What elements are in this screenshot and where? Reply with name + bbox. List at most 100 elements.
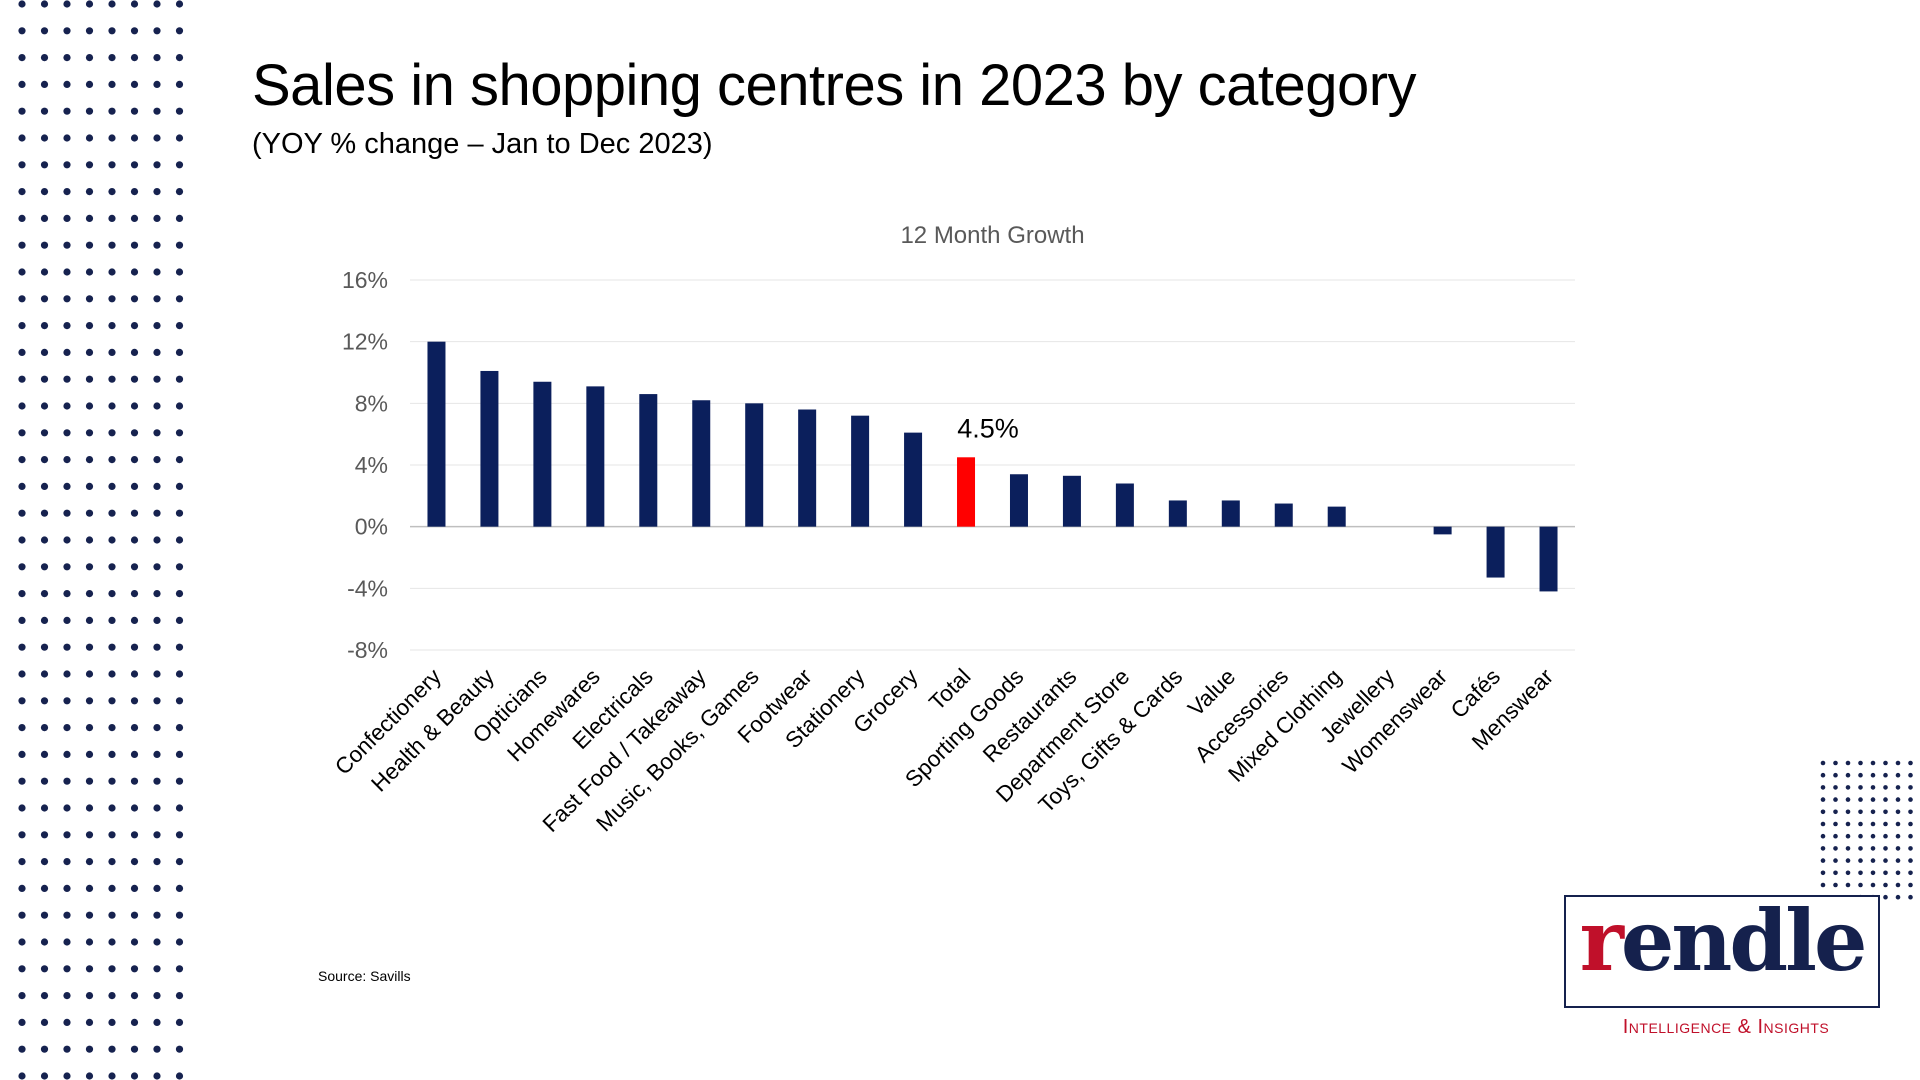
decor-dot [1858,846,1863,851]
decor-dot [153,27,161,35]
decor-dot [18,938,26,946]
decor-dot [130,643,139,651]
decor-dot [18,241,26,249]
decor-dot [108,402,116,410]
decor-dot [153,911,161,919]
bar-chart: 12 Month Growth16%12%8%4%0%-4%-8%Confect… [330,222,1575,837]
decor-dot [1845,809,1851,815]
bar [692,400,711,527]
decor-dot [1858,772,1863,778]
decor-dot [1870,858,1876,863]
decor-dot [18,134,26,142]
decor-dot [153,268,161,276]
decor-dot [40,804,49,812]
decor-dot [18,1072,26,1080]
decor-dot [108,804,116,812]
decor-dot [108,295,116,303]
decor-dot [175,697,184,705]
decor-dot [63,724,71,732]
decor-dot [85,992,94,1000]
decor-dot [1895,797,1901,802]
decor-dot [85,80,94,88]
decor-dot [153,402,161,410]
decor-dot [1845,858,1851,863]
decor-dot [85,938,94,946]
decor-dot [175,429,184,437]
decor-dot [85,429,94,437]
decor-dot [18,590,26,598]
decor-dot [40,54,49,62]
decor-dot [1883,809,1888,815]
decor-dot [153,831,161,839]
decor-dot [130,938,139,946]
decor-dot [63,107,71,115]
decor-dot [108,107,116,115]
decor-dot [40,536,49,544]
decor-dot [130,724,139,732]
decor-dot [1895,894,1901,900]
decor-dot [1820,821,1826,827]
decor-dot [130,563,139,571]
decor-dot [63,188,71,196]
decor-dot [130,188,139,196]
y-tick-label: -4% [347,575,388,601]
decor-dot [40,777,49,785]
rendle-logo: rendle [1564,891,1880,1008]
decor-dot [40,992,49,1000]
decor-dot [108,0,116,8]
decor-dot [85,161,94,169]
decor-dot [63,80,71,88]
decor-dot [153,429,161,437]
decor-dot [40,214,49,222]
decor-dot [1833,882,1838,888]
decor-dot [18,858,26,866]
bar [480,370,499,527]
decor-dot [63,884,71,893]
decor-dot [108,884,116,893]
decor-dot [153,965,161,973]
decor-dot [18,670,26,678]
decor-dot [63,1045,71,1053]
decor-dot [63,429,71,437]
decor-dot [63,27,71,35]
decor-dot [153,670,161,678]
chart-title: 12 Month Growth [900,222,1084,249]
decor-dot [108,858,116,866]
decor-dot [40,0,49,8]
decor-dot [63,322,71,330]
decor-dot [85,616,94,625]
decor-dot [63,616,71,625]
decor-dot [85,724,94,732]
decor-dot [40,1072,49,1080]
decor-dot [130,831,139,839]
decor-dot [40,188,49,196]
decor-dot [175,750,184,759]
decor-dot [1833,821,1838,827]
decor-dot [40,80,49,88]
decor-dot [1845,846,1851,851]
decor-dot [1870,882,1876,888]
decor-dot [175,616,184,625]
decor-dot [108,831,116,839]
decor-dot [153,134,161,142]
decor-dot [85,590,94,598]
decor-dot [1820,772,1826,778]
decor-dot [85,456,94,464]
decor-dot [175,938,184,946]
decor-dot [85,1072,94,1080]
decor-dot [85,27,94,35]
decor-dot [85,54,94,62]
decor-dot [85,348,94,356]
decor-dot [175,188,184,196]
decor-dot [130,402,139,410]
decor-dot [108,268,116,276]
decor-dot [1820,760,1826,766]
page-subtitle: (YOY % change – Jan to Dec 2023) [252,128,713,160]
decor-dot [18,456,26,464]
bar [957,457,976,527]
decor-dot [130,804,139,812]
decor-dot [85,858,94,866]
decor-dot [130,456,139,464]
decor-dot [63,54,71,62]
decor-dot [130,1045,139,1053]
